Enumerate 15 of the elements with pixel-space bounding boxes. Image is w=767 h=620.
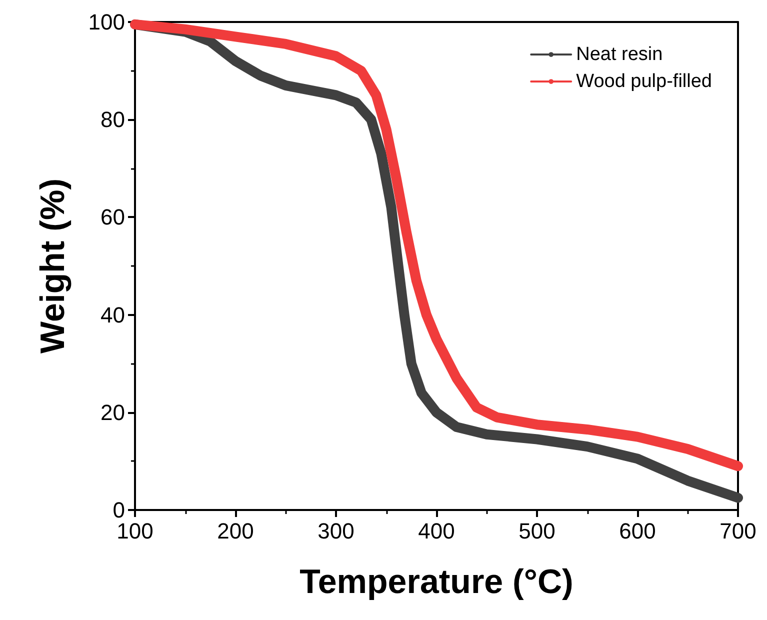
- x-tick-label: 600: [619, 518, 656, 544]
- x-axis-title: Temperature (°C): [300, 563, 574, 601]
- legend-label: Wood pulp-filled: [576, 71, 712, 92]
- x-tick-label: 500: [518, 518, 556, 544]
- x-tick-label: 200: [217, 518, 254, 544]
- y-tick-label: 60: [100, 204, 125, 230]
- y-tick-label: 20: [100, 400, 125, 425]
- x-tick-label: 400: [418, 518, 455, 544]
- x-tick-label: 300: [318, 518, 354, 544]
- legend-label: Neat resin: [576, 44, 663, 65]
- x-tick-label: 700: [720, 518, 756, 544]
- y-axis-title: Weight (%): [34, 178, 72, 354]
- y-tick-label: 100: [88, 10, 125, 34]
- y-tick-label: 80: [100, 107, 125, 132]
- y-tick-label: 40: [100, 302, 125, 328]
